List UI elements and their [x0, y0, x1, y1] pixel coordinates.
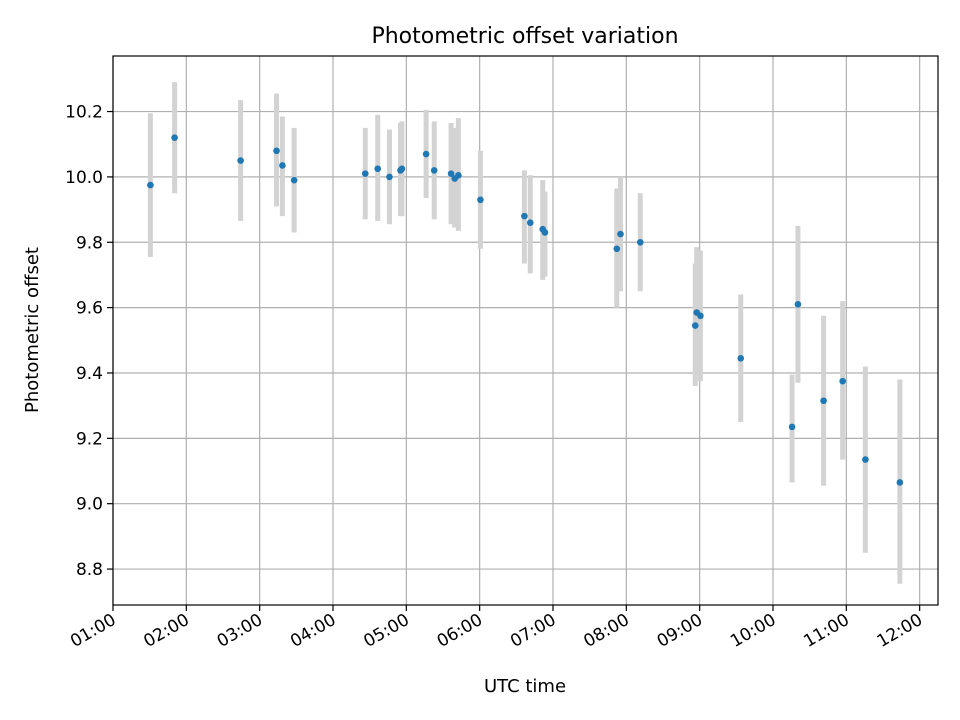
data-point — [541, 229, 549, 236]
data-point — [398, 165, 406, 173]
y-axis-ticks: 8.8 9.0 9.2 9.4 9.6 9.8 10.0 10.2 — [65, 103, 113, 580]
y-tick-label: 9.6 — [76, 299, 103, 319]
grid-lines — [112, 56, 938, 605]
data-point — [691, 322, 699, 329]
y-tick-label: 9.0 — [76, 495, 103, 515]
data-point — [477, 196, 484, 204]
data-point — [171, 134, 178, 141]
y-tick-label: 10.0 — [65, 168, 103, 188]
x-axis-label: UTC time — [484, 676, 566, 697]
y-tick-label: 8.8 — [76, 560, 103, 580]
data-point — [862, 456, 869, 463]
data-point — [279, 162, 286, 169]
data-point — [290, 176, 298, 184]
data-point — [617, 230, 624, 238]
chart-title: Photometric offset variation — [371, 24, 678, 49]
data-point — [896, 479, 904, 486]
data-points — [147, 134, 904, 486]
data-point — [422, 150, 430, 158]
data-point — [521, 212, 528, 220]
y-tick-label: 9.4 — [76, 364, 103, 384]
data-point — [839, 377, 846, 385]
data-point — [273, 147, 280, 155]
data-point — [361, 170, 369, 177]
data-point — [455, 171, 462, 179]
data-point — [430, 167, 438, 174]
data-point — [737, 354, 745, 362]
data-point — [613, 245, 621, 253]
data-point — [147, 181, 154, 189]
data-point — [636, 238, 644, 246]
y-tick-label: 9.2 — [76, 429, 103, 449]
y-axis-label: Photometric offset — [22, 247, 43, 413]
plot-frame — [112, 55, 939, 606]
data-point — [788, 423, 796, 431]
data-point — [374, 165, 382, 173]
data-point — [526, 219, 534, 226]
data-point — [820, 397, 827, 405]
y-tick-label: 10.2 — [65, 103, 103, 123]
data-point — [386, 173, 393, 181]
data-point — [447, 170, 455, 177]
data-point — [697, 312, 704, 320]
data-point — [237, 157, 244, 164]
y-tick-label: 9.8 — [76, 233, 103, 253]
data-point — [794, 301, 802, 308]
